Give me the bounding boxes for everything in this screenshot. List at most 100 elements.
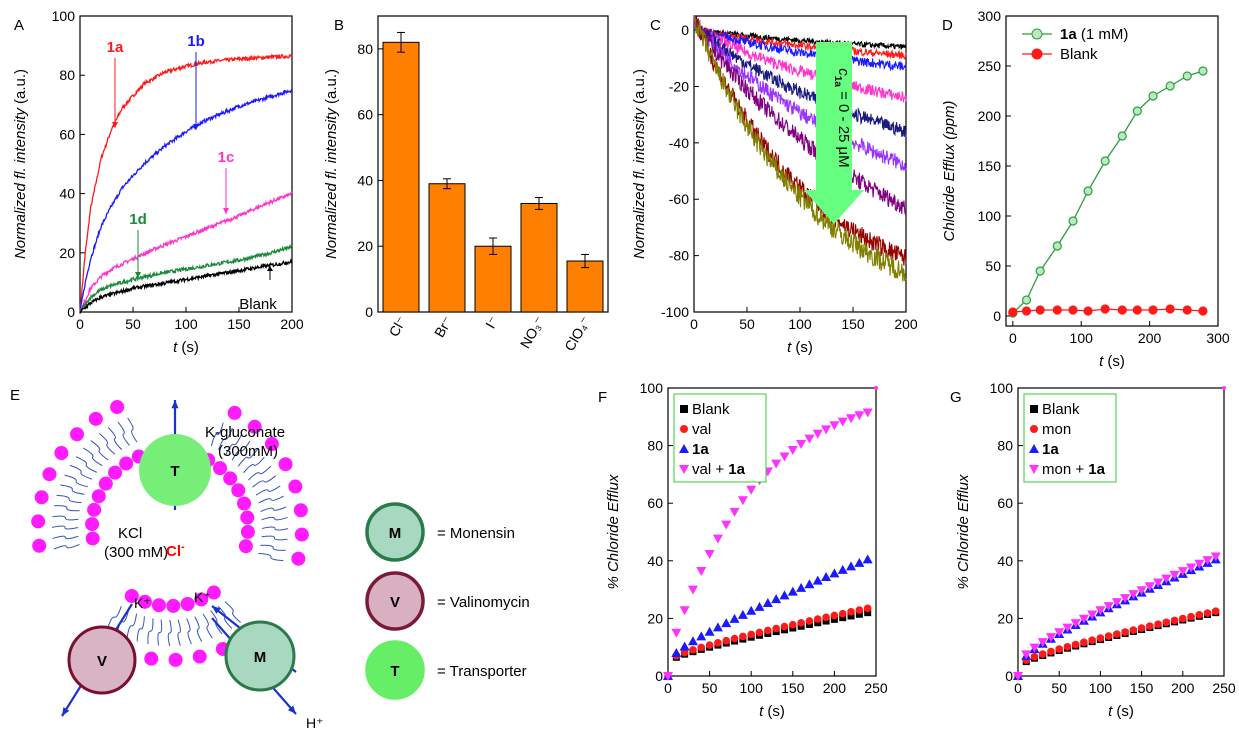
panel-e-schematic: T V M K-gluconate (300mM) KCl (300 mM)Cl- K⁺ K⁺ H… [31, 400, 530, 731]
data-point [1083, 306, 1093, 316]
data-point [722, 636, 731, 645]
lipid-head [213, 461, 228, 476]
data-point [1008, 307, 1018, 317]
data-point [1035, 305, 1045, 315]
data-point [780, 622, 789, 631]
panel-c: 0 50 100 150 200 0 -20 -40 -60 -80 -100 t (s) Normal… [631, 15, 918, 356]
lipid-head [240, 510, 255, 525]
annotation-arrowhead [223, 208, 229, 214]
lipid-head [227, 405, 242, 420]
lipid-tail [56, 494, 82, 504]
data-point [830, 615, 838, 623]
potassium-label-1: K⁺ [134, 595, 151, 611]
data-point [671, 628, 682, 638]
legend-marker [1029, 465, 1039, 474]
legend-marker [1031, 28, 1043, 40]
legend-marker [680, 405, 688, 413]
data-point [1203, 609, 1212, 617]
transporter-circle [139, 434, 211, 506]
valinomycin-circle [67, 625, 137, 695]
data-point [1029, 643, 1040, 653]
data-point [829, 568, 840, 578]
data-point [813, 615, 822, 623]
data-point [1137, 624, 1146, 632]
transporter-symbol: T [170, 463, 179, 480]
data-point [1179, 614, 1187, 623]
series-trace-7 [693, 16, 907, 266]
lipid-head [88, 411, 103, 426]
inside-label: KCl [118, 525, 142, 542]
outside-conc: (300mM) [218, 443, 278, 460]
chloride-label: Cl- [166, 541, 185, 560]
lipid-tail [136, 616, 145, 642]
x-tick-label: 200 [280, 316, 304, 332]
x-tick-label: 250 [864, 680, 888, 696]
legend-label-0: Blank [1042, 401, 1080, 418]
lipid-tail [261, 516, 288, 521]
annotation-1b: 1b [187, 33, 205, 50]
lipid-head [240, 524, 255, 539]
data-point [874, 386, 878, 390]
data-point [1161, 574, 1172, 584]
x-tick-label: 0 [664, 680, 672, 696]
data-point [787, 586, 798, 596]
lipid-tail [248, 466, 271, 481]
data-point [1148, 305, 1158, 315]
x-tick-label: 150 [1130, 680, 1154, 696]
lipid-tail [252, 475, 277, 488]
x-axis-label: t (s) [759, 703, 785, 720]
y-tick-label: 0 [1005, 668, 1013, 684]
y-tick-label: 20 [357, 238, 373, 254]
bar-2 [474, 245, 512, 313]
data-point [1144, 582, 1155, 592]
data-point [796, 582, 807, 592]
data-point [1055, 645, 1063, 653]
data-point [762, 597, 773, 607]
data-point [746, 605, 757, 615]
y-tick-label: 60 [647, 495, 663, 511]
data-point [1132, 106, 1142, 116]
data-point [1030, 652, 1039, 661]
data-point [812, 429, 823, 439]
data-point [721, 520, 732, 530]
inside-conc: (300 mM) [104, 544, 168, 561]
data-point [1120, 594, 1131, 604]
lipid-head [237, 496, 252, 511]
series-trace-8 [693, 15, 907, 282]
data-point [1047, 647, 1055, 656]
legend-label-0: 1a (1 mM) [1060, 26, 1128, 43]
panel-label-c: C [650, 17, 661, 34]
x-tick-label: 100 [1070, 330, 1094, 346]
data-point [663, 672, 673, 681]
data-point [862, 408, 873, 418]
data-point [1100, 156, 1110, 166]
data-point [771, 459, 782, 469]
chloride-arrow-head [171, 400, 179, 409]
legend-label-0: Blank [692, 401, 730, 418]
data-point [737, 609, 748, 619]
data-point [705, 641, 714, 649]
data-point [1083, 186, 1093, 196]
annotation-arrowhead [135, 272, 141, 278]
series-line-1d [79, 243, 293, 314]
legend-box [1023, 393, 1117, 483]
lipid-head [98, 476, 113, 491]
data-point [854, 557, 865, 567]
lipid-tail [52, 535, 79, 540]
data-point [696, 566, 707, 576]
data-point [1128, 590, 1139, 600]
lipid-head [264, 437, 279, 452]
lipid-tail [127, 417, 138, 443]
lipid-tail [126, 613, 138, 638]
data-point [696, 631, 707, 641]
data-point [754, 601, 765, 611]
legend-label-3: mon + 1a [1042, 461, 1106, 478]
data-point [837, 564, 848, 574]
annotation-arrowhead [193, 124, 199, 130]
lipid-tail [255, 485, 281, 496]
legend-label-1: val [692, 421, 711, 438]
lipid-head [151, 598, 166, 613]
y-tick-label: 40 [997, 553, 1013, 569]
data-point [838, 609, 847, 618]
